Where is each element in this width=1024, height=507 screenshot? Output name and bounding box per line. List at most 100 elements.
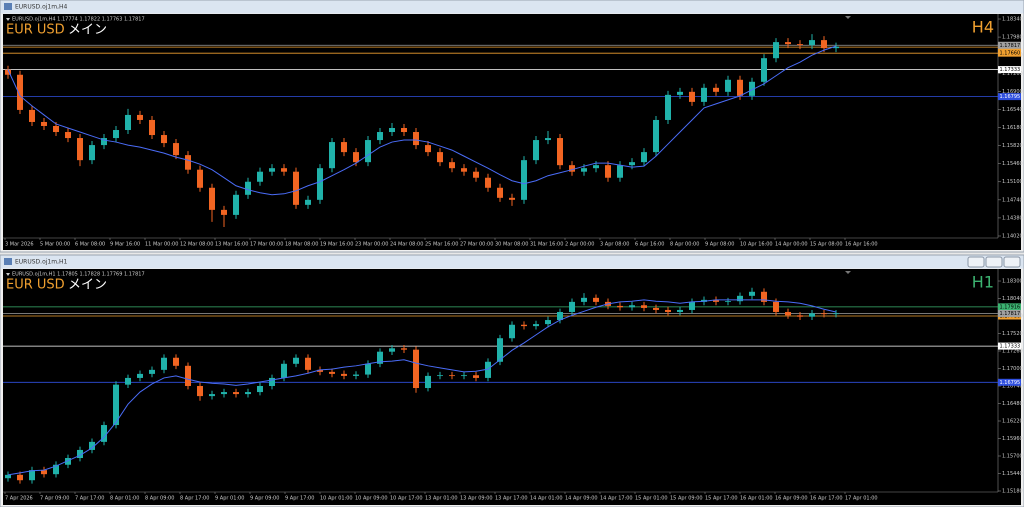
candle-body	[725, 79, 731, 92]
candle-body	[137, 114, 143, 120]
x-tick-label: 30 Mar 08:00	[495, 242, 528, 248]
candle-body	[41, 121, 47, 126]
candle-body	[809, 313, 815, 317]
candle-body	[497, 187, 503, 198]
candle-body	[593, 297, 599, 302]
candle-body	[545, 320, 551, 325]
x-tick-label: 7 Apr 17:00	[75, 496, 104, 502]
window-icon	[4, 258, 12, 265]
price-level-label: 1.17817	[1000, 43, 1021, 49]
candle-body	[653, 119, 659, 153]
x-tick-label: 5 Mar 00:00	[40, 242, 70, 248]
x-tick-label: 16 Apr 01:00	[740, 496, 773, 502]
y-tick-label: 1.17260	[1002, 71, 1023, 77]
symbol-label: EUR USD	[6, 23, 65, 38]
candle-body	[713, 299, 719, 302]
candle-body	[161, 357, 167, 370]
candle-body	[149, 369, 155, 374]
x-tick-label: 10 Apr 17:00	[390, 496, 423, 502]
y-tick-label: 1.18340	[1002, 17, 1023, 23]
timeframe-label: H1	[972, 273, 994, 292]
y-tick-label: 1.15700	[1002, 453, 1023, 459]
x-tick-label: 13 Apr 17:00	[495, 496, 528, 502]
candle-body	[473, 171, 479, 178]
symbol-label: EUR USD	[6, 278, 65, 293]
candle-body	[53, 125, 59, 133]
x-tick-label: 10 Apr 09:00	[355, 496, 388, 502]
x-tick-label: 16 Apr 09:00	[775, 496, 808, 502]
price-level-label: 1.17817	[1000, 311, 1021, 317]
y-tick-label: 1.15960	[1002, 436, 1023, 442]
candle-body	[173, 357, 179, 366]
x-tick-label: 10 Apr 01:00	[320, 496, 353, 502]
candle-body	[533, 140, 539, 161]
candle-body	[449, 162, 455, 169]
price-level-label: 1.17660	[1000, 51, 1021, 57]
candle-body	[785, 311, 791, 316]
candle-body	[305, 357, 311, 370]
candle-body	[509, 197, 515, 200]
candle-body	[641, 305, 647, 308]
candle-body	[761, 291, 767, 302]
x-tick-label: 25 Mar 16:00	[425, 242, 458, 248]
candle-body	[197, 386, 203, 397]
candle-body	[65, 132, 71, 139]
minimize-button[interactable]	[967, 256, 985, 268]
y-tick-label: 1.14380	[1002, 215, 1023, 221]
timeframe-label: H4	[972, 18, 994, 37]
x-tick-label: 2 Apr 00:00	[565, 242, 594, 248]
close-button[interactable]	[1003, 256, 1021, 268]
candle-body	[497, 338, 503, 362]
y-tick-label: 1.17000	[1002, 366, 1023, 372]
candle-body	[113, 130, 119, 139]
candle-body	[137, 373, 143, 378]
x-tick-label: 16 Apr 17:00	[810, 496, 843, 502]
candle-body	[425, 145, 431, 153]
candle-body	[281, 168, 287, 172]
candle-body	[605, 165, 611, 178]
window-title: EURUSD.oj1m,H1	[15, 259, 67, 266]
candle-body	[557, 311, 563, 321]
y-tick-label: 1.16180	[1002, 125, 1023, 131]
price-level-box	[998, 342, 1021, 350]
candle-body	[197, 169, 203, 188]
candle-body	[149, 119, 155, 136]
candle-body	[293, 171, 299, 205]
y-tick-label: 1.14740	[1002, 197, 1023, 203]
candle-body	[377, 351, 383, 364]
chart-area	[3, 269, 1021, 505]
name-label: メイン	[68, 23, 107, 38]
price-level-label: 1.17333	[1000, 67, 1021, 73]
candle-body	[821, 313, 827, 315]
x-tick-label: 23 Mar 00:00	[355, 242, 388, 248]
candle-body	[89, 145, 95, 161]
candle-body	[473, 375, 479, 378]
candle-body	[233, 392, 239, 395]
candle-body	[773, 42, 779, 59]
price-level-box	[998, 49, 1021, 57]
candle-body	[185, 155, 191, 170]
x-tick-label: 18 Mar 08:00	[285, 242, 318, 248]
restore-button[interactable]	[985, 256, 1003, 268]
candle-body	[701, 87, 707, 102]
candle-body	[677, 91, 683, 95]
candle-body	[161, 135, 167, 144]
candle-body	[389, 348, 395, 352]
candle-body	[389, 128, 395, 133]
x-tick-label: 31 Mar 16:00	[530, 242, 563, 248]
candle-body	[773, 301, 779, 312]
candle-body	[665, 309, 671, 312]
candle-body	[341, 142, 347, 153]
candle-body	[461, 375, 467, 377]
candle-body	[797, 44, 803, 46]
candle-body	[29, 470, 35, 481]
x-tick-label: 11 Mar 00:00	[145, 242, 178, 248]
x-tick-label: 12 Mar 08:00	[180, 242, 213, 248]
price-level-box	[998, 66, 1021, 74]
candle-body	[617, 165, 623, 178]
x-tick-label: 14 Apr 01:00	[530, 496, 563, 502]
candle-body	[125, 377, 131, 385]
price-level-box	[998, 303, 1021, 311]
candle-body	[737, 79, 743, 96]
